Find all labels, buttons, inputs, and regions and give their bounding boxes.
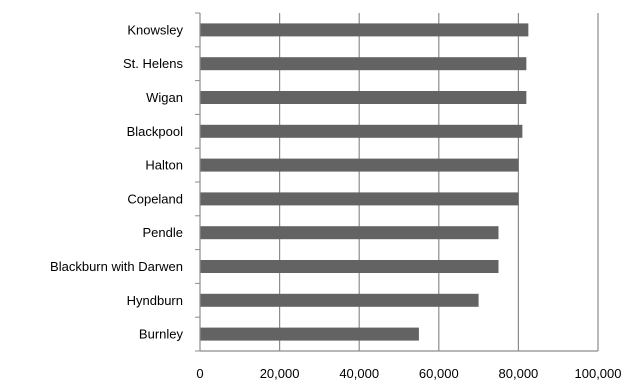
- bars: [200, 23, 529, 341]
- bar: [200, 124, 523, 138]
- axes: [195, 12, 598, 352]
- bar: [200, 57, 527, 71]
- category-label: Burnley: [139, 327, 184, 342]
- x-tick-label: 20,000: [260, 366, 300, 381]
- category-label: Wigan: [146, 90, 183, 105]
- x-tick-labels: 0 20,000 40,000 60,000 80,000 100,000: [196, 366, 621, 381]
- category-label: Pendle: [143, 225, 183, 240]
- bar: [200, 327, 419, 341]
- bar: [200, 192, 519, 206]
- category-label: Knowsley: [127, 22, 183, 37]
- category-label: Copeland: [127, 191, 183, 206]
- category-label: Halton: [145, 158, 183, 173]
- bar: [200, 293, 479, 307]
- x-tick-label: 80,000: [499, 366, 539, 381]
- category-labels: Knowsley St. Helens Wigan Blackpool Halton Co…: [50, 22, 183, 341]
- category-label: St. Helens: [123, 56, 183, 71]
- bar: [200, 226, 499, 240]
- x-tick-label: 0: [196, 366, 203, 381]
- x-tick-label: 60,000: [419, 366, 459, 381]
- category-label: Blackpool: [127, 124, 183, 139]
- bar: [200, 91, 527, 104]
- category-label: Hyndburn: [127, 293, 183, 308]
- category-label: Blackburn with Darwen: [50, 259, 183, 274]
- bar: [200, 260, 499, 273]
- x-tick-label: 100,000: [575, 366, 622, 381]
- bar: [200, 23, 529, 37]
- x-tick-label: 40,000: [339, 366, 379, 381]
- bar: [200, 158, 519, 172]
